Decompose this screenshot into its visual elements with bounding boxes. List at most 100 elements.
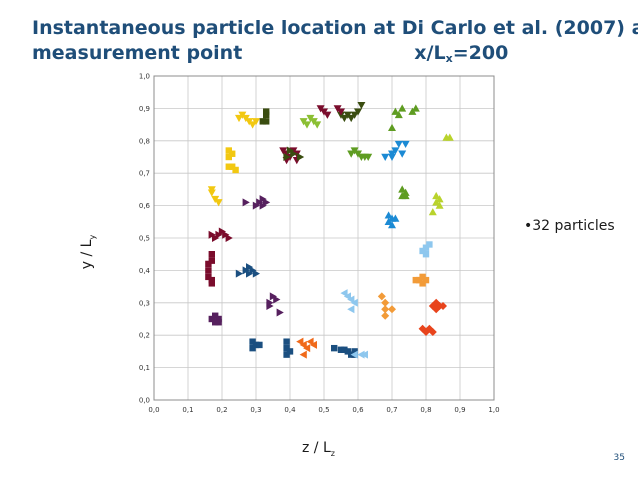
data-point <box>418 324 427 333</box>
y-axis-label: y / Ly <box>79 235 97 269</box>
data-point <box>235 114 243 123</box>
data-point <box>273 295 281 304</box>
data-point <box>445 133 454 141</box>
y-axis-label-sub: y <box>87 234 97 240</box>
data-point <box>435 195 444 203</box>
data-point <box>212 312 219 319</box>
particle-count-note: •32 particles <box>524 218 615 234</box>
data-point <box>428 327 437 336</box>
slide-title: Instantaneous particle location at Di Ca… <box>32 16 638 66</box>
title-line-2-main: x/L <box>414 42 446 64</box>
data-point <box>347 305 355 314</box>
x-axis-label-main: z / L <box>302 440 331 456</box>
data-point <box>229 150 236 157</box>
data-point <box>331 344 338 352</box>
data-point <box>208 280 215 287</box>
data-point <box>242 198 250 207</box>
data-point <box>208 315 215 323</box>
x-tick-label: 0,3 <box>250 406 261 414</box>
data-point <box>398 104 407 112</box>
data-point <box>252 341 260 349</box>
data-point <box>347 114 356 123</box>
data-point <box>439 302 447 311</box>
data-point <box>225 147 232 154</box>
data-point <box>225 234 233 242</box>
x-tick-label: 0,0 <box>148 406 159 414</box>
data-point <box>391 147 400 155</box>
data-point <box>208 276 215 284</box>
y-tick-label: 0,8 <box>139 137 150 145</box>
data-point <box>398 191 407 200</box>
data-point <box>249 338 256 345</box>
y-axis-label-main: y / L <box>79 239 96 270</box>
data-point <box>306 337 314 346</box>
data-point <box>388 305 396 314</box>
data-point <box>432 198 441 206</box>
data-point <box>252 269 260 278</box>
data-point <box>364 153 373 161</box>
data-point <box>351 348 358 355</box>
x-tick-label: 0,1 <box>182 406 193 414</box>
data-point <box>432 305 441 314</box>
data-point <box>259 118 266 125</box>
data-point <box>419 273 426 281</box>
data-point <box>435 201 444 209</box>
data-point <box>248 121 257 129</box>
data-point <box>340 114 349 123</box>
x-tick-label: 0,6 <box>352 406 364 414</box>
data-point <box>384 211 393 219</box>
data-point <box>422 251 430 258</box>
data-point <box>343 292 351 301</box>
data-point <box>214 199 223 207</box>
data-point <box>347 295 355 304</box>
data-point <box>208 251 215 258</box>
data-point <box>283 338 290 345</box>
data-point <box>340 289 348 298</box>
data-point <box>419 247 426 255</box>
data-point <box>337 108 345 116</box>
data-point <box>290 149 298 158</box>
data-point <box>283 344 290 352</box>
page-number: 35 <box>613 453 625 463</box>
data-point <box>388 123 396 132</box>
data-point <box>350 298 358 307</box>
data-point <box>426 241 433 248</box>
data-point <box>205 273 212 281</box>
data-point <box>235 269 243 278</box>
data-point <box>215 315 222 323</box>
data-point <box>391 214 400 222</box>
data-point <box>299 350 307 359</box>
data-point <box>432 191 441 200</box>
data-point <box>381 311 390 320</box>
data-point <box>347 150 356 158</box>
data-point <box>205 267 212 274</box>
x-axis-label: z / Lz <box>302 440 335 458</box>
data-point <box>215 319 222 326</box>
data-point <box>422 244 430 251</box>
data-point <box>208 230 216 239</box>
data-point <box>256 341 263 349</box>
data-point <box>297 153 305 161</box>
data-point <box>225 153 232 161</box>
data-point <box>286 348 294 355</box>
data-point <box>303 344 311 353</box>
data-point <box>252 118 260 126</box>
y-tick-label: 1,0 <box>139 73 150 81</box>
data-point <box>283 153 291 161</box>
data-point <box>428 208 437 216</box>
data-point <box>323 111 332 119</box>
title-line-2-tail: =200 <box>452 42 509 64</box>
data-point <box>207 186 216 194</box>
title-line-2-left: measurement point <box>32 42 243 64</box>
data-point <box>388 221 396 229</box>
y-tick-label: 0,4 <box>139 267 151 275</box>
data-point <box>344 348 351 355</box>
data-point <box>394 140 403 149</box>
data-point <box>419 280 426 287</box>
data-point <box>212 319 219 326</box>
data-point <box>337 346 345 353</box>
data-point <box>381 298 390 307</box>
title-line-2-sub: x <box>445 52 453 65</box>
data-point <box>360 350 368 359</box>
y-tick-label: 0,2 <box>139 332 150 340</box>
